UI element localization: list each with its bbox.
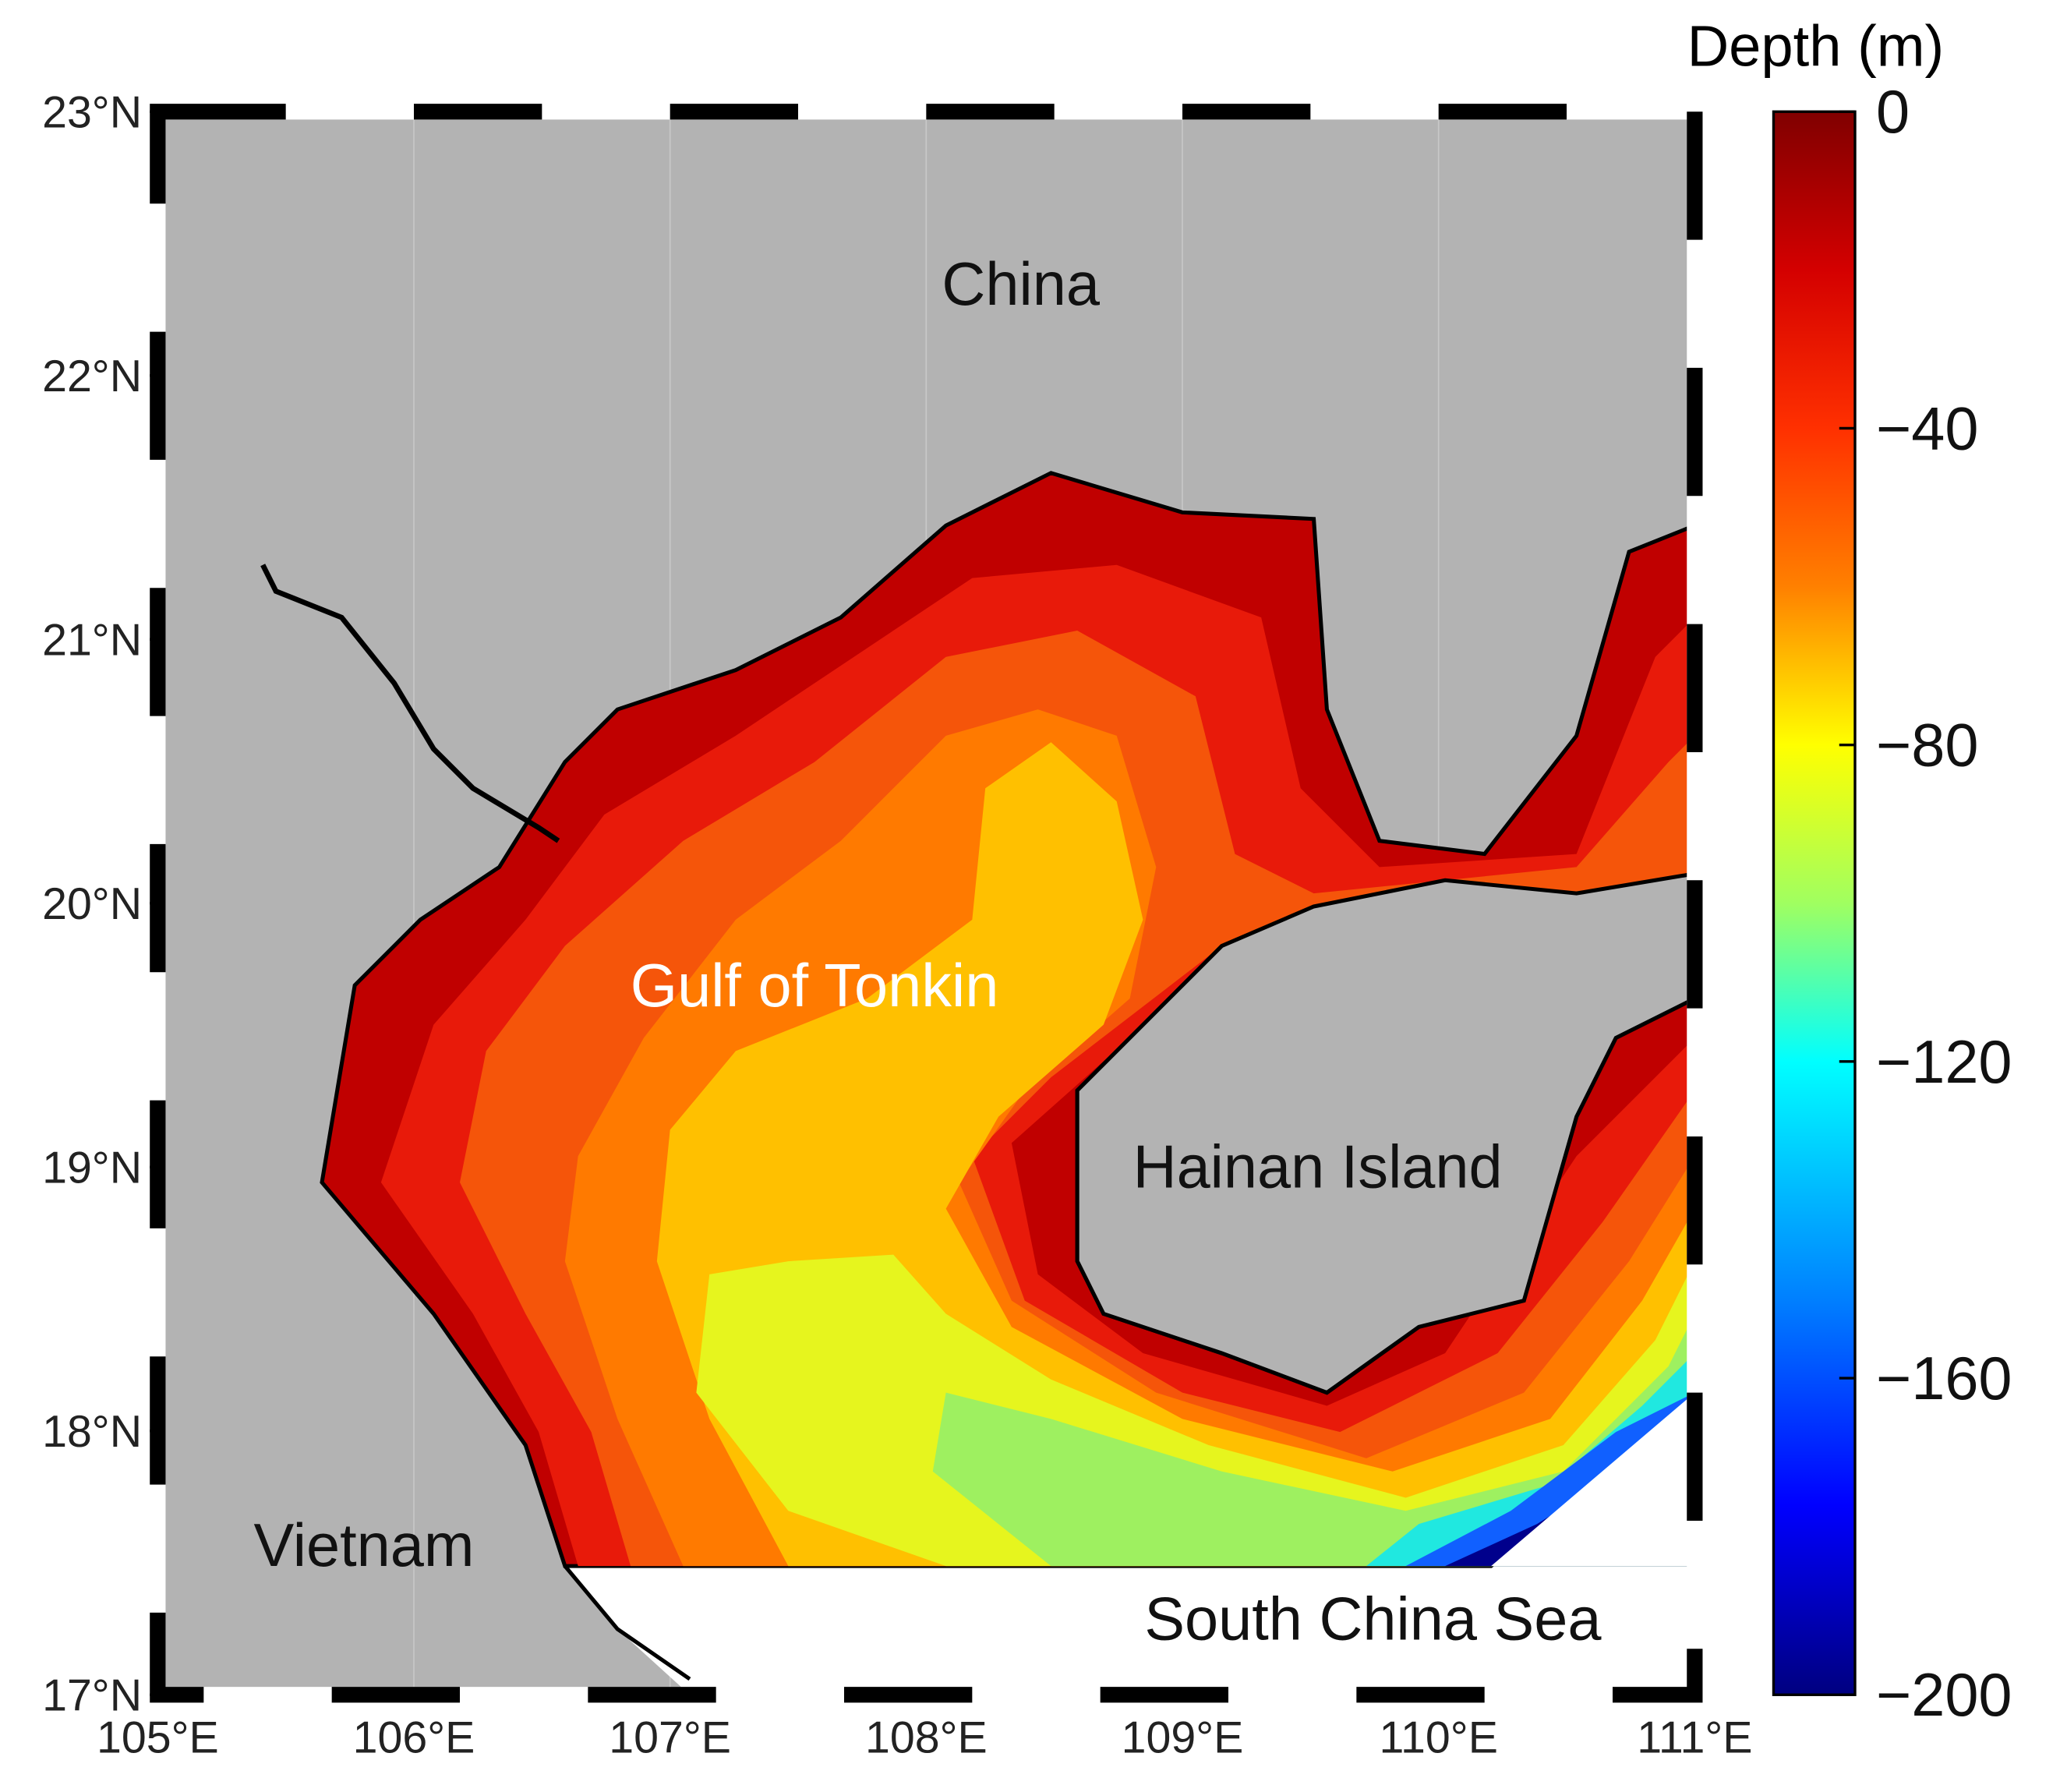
x-tick-label: 109°E [1122, 1712, 1244, 1762]
annotation: China [942, 251, 1100, 318]
annotation: South China Sea [1144, 1585, 1602, 1652]
colorbar-label: Depth (m) [1687, 13, 1945, 78]
annotation: Hainan Island [1133, 1134, 1503, 1201]
map-area [157, 111, 1695, 1695]
y-tick-label: 17°N [42, 1671, 142, 1721]
open-sea [564, 1566, 1695, 1695]
y-tick-label: 22°N [42, 352, 142, 401]
x-tick-label: 110°E [1379, 1712, 1497, 1762]
y-tick-label: 23°N [42, 87, 142, 137]
annotation: Gulf of Tonkin [631, 953, 999, 1020]
colorbar-tick-label: 0 [1876, 79, 1910, 146]
x-tick-label: 111°E [1637, 1712, 1752, 1762]
depth-band-5 [696, 1254, 1695, 1567]
x-tick-label: 108°E [865, 1712, 988, 1762]
land-mask [1491, 1392, 1695, 1567]
y-tick-label: 19°N [42, 1143, 142, 1193]
colorbar-tick-label: −40 [1876, 395, 1979, 462]
hainan-island [1075, 871, 1695, 1395]
x-tick-label: 106°E [353, 1712, 475, 1762]
coastline [563, 1564, 691, 1681]
colorbar-tick-label: −120 [1876, 1029, 2012, 1096]
colorbar-tick-label: −80 [1876, 712, 1979, 779]
x-tick-label: 107°E [609, 1712, 731, 1762]
colorbar [1772, 110, 1857, 1696]
y-tick-label: 21°N [42, 615, 142, 665]
river [260, 564, 560, 843]
colorbar-tick-label: −200 [1876, 1662, 2012, 1729]
colorbar-tick-label: −160 [1876, 1345, 2012, 1412]
annotation: Vietnam [253, 1512, 474, 1579]
y-tick-label: 20°N [42, 879, 142, 929]
x-tick-label: 105°E [97, 1712, 219, 1762]
y-tick-label: 18°N [42, 1407, 142, 1457]
